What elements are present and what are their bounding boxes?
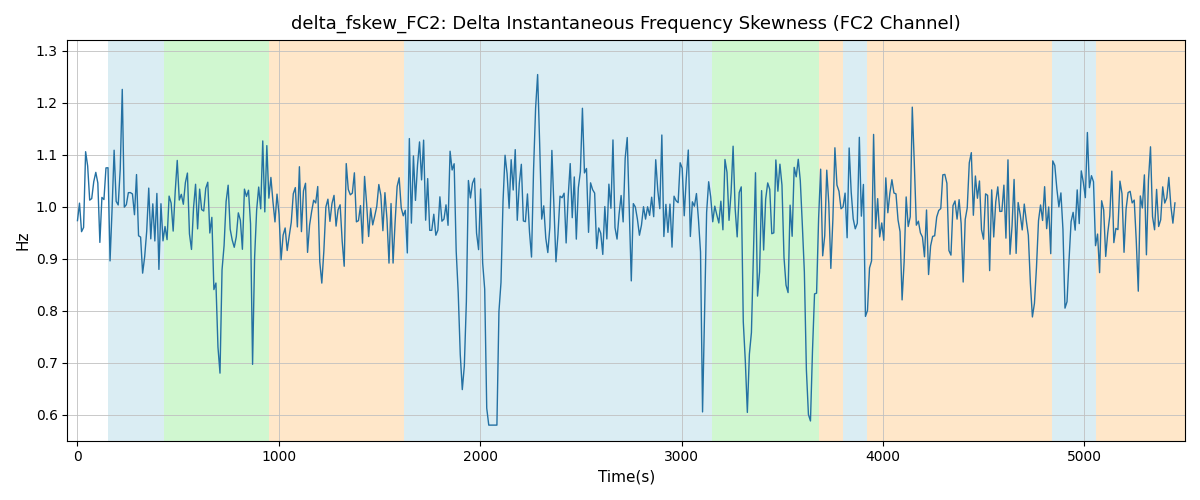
Bar [403, 40, 694, 440]
Y-axis label: Hz: Hz [16, 230, 30, 250]
Bar [842, 40, 866, 440]
Bar [866, 40, 1052, 440]
Bar [694, 40, 712, 440]
Title: delta_fskew_FC2: Delta Instantaneous Frequency Skewness (FC2 Channel): delta_fskew_FC2: Delta Instantaneous Fre… [292, 15, 961, 34]
Bar [1097, 40, 1186, 440]
Bar [1052, 40, 1097, 440]
Bar [164, 40, 269, 440]
Bar [818, 40, 842, 440]
Bar [269, 40, 403, 440]
Bar [108, 40, 164, 440]
Bar [712, 40, 818, 440]
X-axis label: Time(s): Time(s) [598, 470, 655, 485]
